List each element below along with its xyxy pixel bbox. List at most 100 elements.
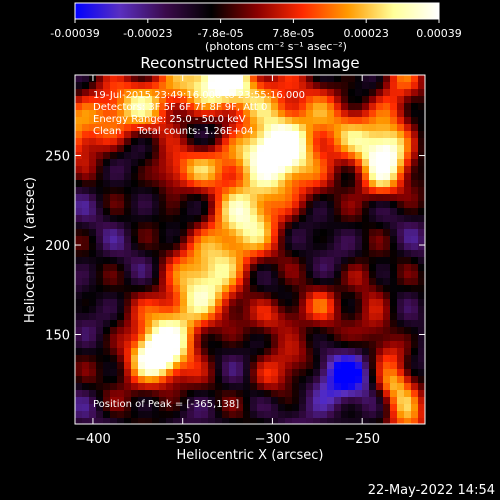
heatmap-cell	[271, 180, 279, 188]
heatmap-cell	[376, 103, 384, 111]
heatmap-cell	[82, 110, 90, 118]
heatmap-cell	[334, 341, 342, 349]
heatmap-cell	[411, 159, 419, 167]
heatmap-cell	[362, 215, 370, 223]
heatmap-cell	[348, 138, 356, 146]
heatmap-cell	[271, 243, 279, 251]
heatmap-cell	[313, 201, 321, 209]
heatmap-cell	[369, 334, 377, 342]
heatmap-cell	[103, 264, 111, 272]
heatmap-cell	[383, 75, 391, 83]
heatmap-cell	[229, 404, 237, 412]
heatmap-cell	[243, 362, 251, 370]
heatmap-cell	[348, 229, 356, 237]
heatmap-cell	[285, 390, 293, 398]
heatmap-cell	[299, 138, 307, 146]
heatmap-cell	[89, 390, 97, 398]
heatmap-cell	[271, 250, 279, 258]
heatmap-cell	[215, 75, 223, 83]
heatmap-cell	[124, 222, 132, 230]
heatmap-cell	[341, 96, 349, 104]
heatmap-cell	[145, 110, 153, 118]
heatmap-cell	[278, 285, 286, 293]
heatmap-cell	[180, 320, 188, 328]
heatmap-cell	[292, 418, 300, 424]
heatmap-cell	[327, 96, 335, 104]
heatmap-cell	[313, 348, 321, 356]
heatmap-cell	[159, 82, 167, 90]
heatmap-cell	[229, 96, 237, 104]
heatmap-cell	[271, 411, 279, 419]
heatmap-cell	[327, 369, 335, 377]
heatmap-cell	[271, 187, 279, 195]
heatmap-cell	[145, 82, 153, 90]
heatmap-cell	[75, 404, 83, 412]
heatmap-cell	[418, 96, 425, 104]
heatmap-cell	[96, 383, 104, 391]
heatmap-cell	[173, 348, 181, 356]
heatmap-cell	[201, 96, 209, 104]
heatmap-cell	[243, 75, 251, 83]
heatmap-cell	[187, 103, 195, 111]
heatmap-cell	[264, 299, 272, 307]
heatmap-cell	[208, 376, 216, 384]
heatmap-cell	[229, 138, 237, 146]
heatmap-cell	[131, 159, 139, 167]
heatmap-cell	[152, 194, 160, 202]
heatmap-cell	[89, 229, 97, 237]
heatmap-cell	[138, 173, 146, 181]
heatmap-cell	[201, 299, 209, 307]
heatmap-cell	[264, 271, 272, 279]
heatmap-cell	[138, 82, 146, 90]
heatmap-cell	[299, 376, 307, 384]
heatmap-cell	[299, 208, 307, 216]
heatmap-cell	[103, 271, 111, 279]
heatmap-cell	[187, 166, 195, 174]
heatmap-cell	[124, 383, 132, 391]
heatmap-cell	[159, 369, 167, 377]
annotation-time-range: 19-Jul-2015 23:49:16.000 to 23:55:16.000	[93, 90, 305, 101]
heatmap-cell	[369, 397, 377, 405]
heatmap-cell	[278, 320, 286, 328]
heatmap-cell	[320, 362, 328, 370]
heatmap-cell	[404, 285, 412, 293]
heatmap-cell	[313, 278, 321, 286]
heatmap-cell	[257, 75, 265, 83]
heatmap-cell	[215, 306, 223, 314]
heatmap-cell	[229, 264, 237, 272]
heatmap-cell	[320, 383, 328, 391]
heatmap-cell	[208, 82, 216, 90]
heatmap-cell	[285, 250, 293, 258]
heatmap-cell	[145, 355, 153, 363]
heatmap-cell	[285, 173, 293, 181]
heatmap-cell	[173, 103, 181, 111]
heatmap-cell	[222, 390, 230, 398]
heatmap-cell	[334, 376, 342, 384]
heatmap-cell	[124, 334, 132, 342]
heatmap-cell	[173, 341, 181, 349]
heatmap-cell	[187, 131, 195, 139]
heatmap-cell	[208, 103, 216, 111]
heatmap-cell	[320, 75, 328, 83]
heatmap-cell	[222, 236, 230, 244]
heatmap-cell	[152, 152, 160, 160]
heatmap-cell	[243, 376, 251, 384]
heatmap-cell	[278, 299, 286, 307]
heatmap-cell	[313, 159, 321, 167]
heatmap-cell	[327, 131, 335, 139]
heatmap-cell	[180, 369, 188, 377]
heatmap-cell	[145, 327, 153, 335]
heatmap-cell	[418, 180, 425, 188]
heatmap-cell	[222, 418, 230, 424]
heatmap-cell	[173, 152, 181, 160]
heatmap-cell	[397, 82, 405, 90]
heatmap-cell	[362, 271, 370, 279]
heatmap-cell	[348, 215, 356, 223]
heatmap-cell	[117, 348, 125, 356]
heatmap-cell	[376, 222, 384, 230]
heatmap-cell	[292, 131, 300, 139]
heatmap-cell	[320, 194, 328, 202]
heatmap-cell	[264, 138, 272, 146]
heatmap-cell	[215, 376, 223, 384]
heatmap-cell	[271, 418, 279, 424]
